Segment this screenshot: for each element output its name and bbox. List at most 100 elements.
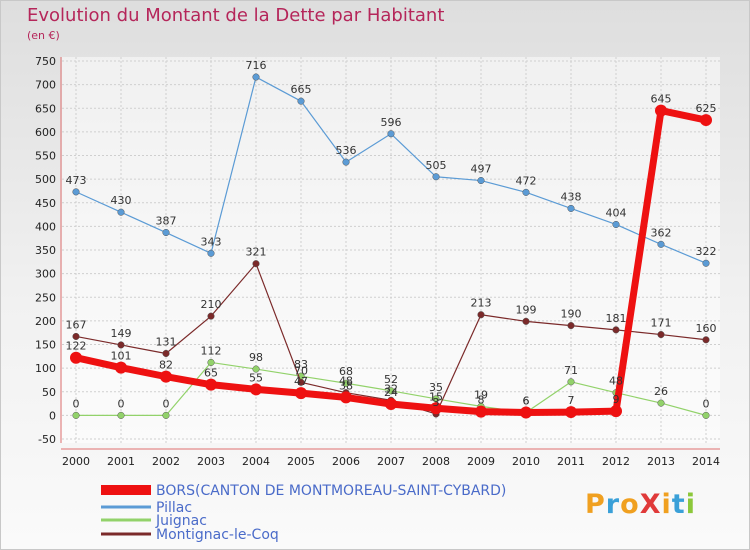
data-point (160, 370, 172, 383)
data-label: 112 (201, 344, 222, 357)
data-point (432, 395, 440, 403)
data-point (252, 365, 260, 373)
data-label: 167 (66, 318, 87, 331)
x-tick-label: 2001 (107, 455, 135, 468)
data-label: 15 (429, 390, 443, 403)
data-label: 19 (474, 388, 488, 401)
data-label: 181 (606, 312, 627, 325)
data-label: 473 (66, 174, 87, 187)
data-point (72, 411, 80, 419)
data-point (297, 97, 305, 105)
data-point (295, 387, 307, 400)
data-label: 55 (249, 371, 263, 384)
data-label: 497 (471, 163, 492, 176)
data-point (387, 387, 395, 395)
logo-letter: P (585, 489, 606, 520)
data-label: 596 (381, 116, 402, 129)
data-label: 536 (336, 144, 357, 157)
x-tick-label: 2011 (557, 455, 585, 468)
data-label: 645 (651, 93, 672, 106)
logo-letter: i (685, 489, 696, 520)
legend-swatch (101, 518, 151, 522)
data-point (477, 176, 485, 185)
data-label: 65 (204, 367, 218, 380)
y-tick-label: 350 (35, 244, 56, 257)
data-label: 7 (568, 394, 575, 407)
data-point (342, 379, 350, 387)
data-label: 3 (433, 396, 440, 409)
data-label: 625 (696, 102, 717, 115)
data-point (567, 204, 575, 212)
data-label: 0 (118, 397, 125, 410)
legend-swatch (101, 505, 151, 509)
y-tick-label: 200 (35, 315, 56, 328)
data-point (610, 405, 622, 418)
y-tick-label: 250 (35, 291, 56, 304)
data-label: 190 (561, 308, 582, 321)
data-label: 101 (111, 350, 132, 363)
y-tick-label: 150 (35, 339, 56, 352)
data-label: 387 (156, 215, 177, 228)
y-tick-label: 650 (35, 102, 56, 115)
x-tick-label: 2012 (602, 455, 630, 468)
y-tick-label: 500 (35, 173, 56, 186)
logo-letter: t (671, 489, 686, 520)
y-tick-label: 700 (35, 79, 56, 92)
data-point (657, 240, 665, 248)
data-label: 199 (516, 303, 537, 316)
data-point (477, 311, 485, 319)
x-tick-label: 2008 (422, 455, 450, 468)
legend-label: BORS(CANTON DE MONTMOREAU-SAINT-CYBARD) (156, 483, 506, 499)
y-tick-label: 400 (35, 220, 56, 233)
data-point (207, 358, 215, 367)
y-tick-label: 450 (35, 197, 56, 210)
data-label: 160 (696, 322, 717, 335)
data-point (252, 73, 260, 81)
data-point (162, 228, 170, 237)
data-label: 38 (339, 379, 353, 392)
data-label: 210 (201, 298, 222, 311)
data-point (430, 402, 442, 415)
data-point (252, 260, 260, 268)
y-tick-label: 300 (35, 268, 56, 281)
data-label: 438 (561, 190, 582, 203)
data-point (702, 259, 710, 267)
data-label: 131 (156, 335, 177, 348)
y-tick-label: -50 (38, 433, 56, 446)
logo-letter: o (620, 489, 640, 520)
y-tick-label: 750 (35, 55, 56, 68)
data-label: 149 (111, 327, 132, 340)
x-tick-label: 2004 (242, 455, 270, 468)
logo-letter: X (639, 489, 662, 520)
y-tick-label: 600 (35, 126, 56, 139)
chart-unit: (en €) (27, 29, 60, 42)
x-tick-label: 2002 (152, 455, 180, 468)
data-label: 48 (609, 375, 623, 388)
data-point (72, 332, 80, 341)
data-label: 70 (294, 364, 308, 377)
data-label: 26 (654, 385, 668, 398)
data-label: 213 (471, 297, 492, 310)
x-tick-label: 2009 (467, 455, 495, 468)
data-label: 343 (201, 235, 222, 248)
x-tick-label: 2010 (512, 455, 540, 468)
data-point (702, 411, 710, 419)
data-point (612, 220, 620, 229)
data-point (205, 378, 217, 391)
data-label: 0 (73, 397, 80, 410)
logo-letter: r (605, 489, 621, 520)
data-point (117, 341, 125, 349)
data-point (565, 406, 577, 419)
data-point (340, 391, 352, 404)
data-point (207, 249, 215, 257)
data-point (520, 406, 532, 419)
y-tick-label: 550 (35, 150, 56, 163)
data-point (700, 114, 712, 127)
data-label: 0 (163, 397, 170, 410)
data-point (72, 188, 80, 196)
data-point (162, 411, 170, 419)
x-tick-label: 2013 (647, 455, 675, 468)
x-tick-label: 2006 (332, 455, 360, 468)
data-label: 6 (523, 395, 530, 408)
data-point (657, 399, 665, 407)
